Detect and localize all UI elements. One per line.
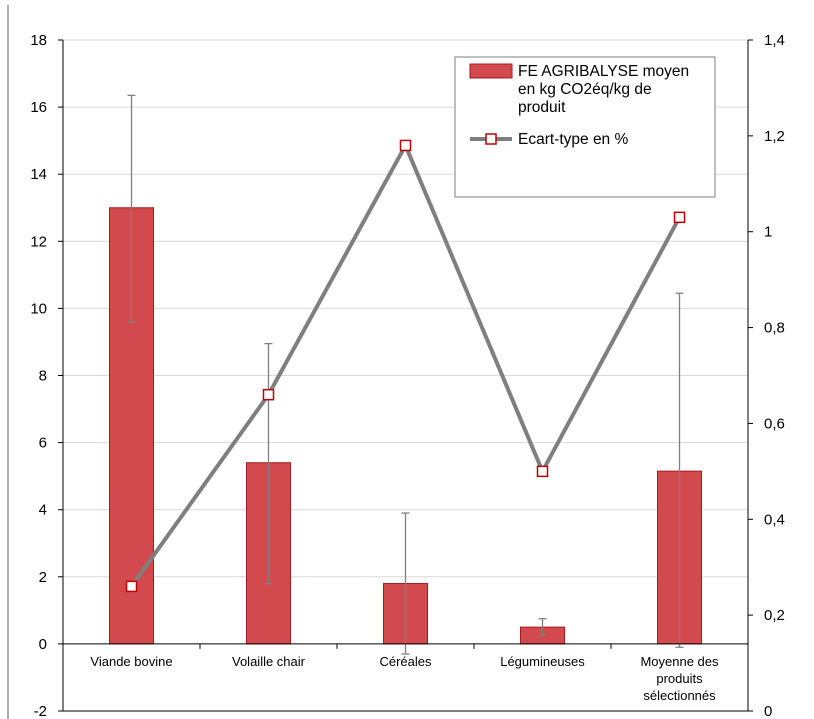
- legend-swatch-bar: [469, 63, 513, 79]
- left-tick-label: 18: [30, 32, 47, 49]
- left-tick-label: -2: [34, 703, 47, 719]
- right-tick-label: 0,6: [764, 415, 785, 432]
- legend-label-bar: en kg CO2éq/kg de: [518, 81, 652, 98]
- legend-label-bar: produit: [518, 99, 566, 116]
- category-label: Moyenne des: [640, 654, 719, 669]
- line-marker: [399, 139, 412, 152]
- left-tick-label: 14: [30, 166, 47, 183]
- error-bars: [127, 94, 684, 655]
- category-label: sélectionnés: [643, 688, 716, 703]
- line-marker: [536, 465, 549, 478]
- category-label: produits: [656, 671, 703, 686]
- left-tick-label: 12: [30, 233, 47, 250]
- line-marker: [262, 388, 275, 401]
- gridlines: [63, 39, 748, 578]
- right-tick-label: 1,2: [764, 128, 785, 145]
- category-label: Volaille chair: [232, 654, 306, 669]
- legend-label-bar: FE AGRIBALYSE moyen: [518, 63, 689, 80]
- left-tick-label: 10: [30, 300, 47, 317]
- line-series: [125, 139, 686, 593]
- legend-label-line: Ecart-type en %: [518, 131, 628, 148]
- right-tick-label: 0,2: [764, 607, 785, 624]
- category-label: Viande bovine: [90, 654, 172, 669]
- right-tick-label: 0,4: [764, 511, 785, 528]
- left-tick-label: 16: [30, 99, 47, 116]
- line-marker: [125, 580, 138, 593]
- left-tick-label: 4: [39, 502, 47, 519]
- line-marker: [673, 211, 686, 224]
- left-tick-label: 6: [39, 435, 47, 452]
- right-tick-label: 1,4: [764, 32, 785, 49]
- category-label: Céréales: [379, 654, 432, 669]
- legend-swatch-marker: [485, 133, 497, 145]
- left-tick-label: 2: [39, 569, 47, 586]
- legend-box: [454, 56, 716, 198]
- category-label: Légumineuses: [500, 654, 585, 669]
- left-tick-label: 8: [39, 368, 47, 385]
- right-tick-label: 0,8: [764, 320, 785, 337]
- left-tick-label: 0: [39, 636, 47, 653]
- right-tick-label: 1: [764, 224, 772, 241]
- right-tick-label: 0: [764, 703, 772, 719]
- axes: -2 0 2 4 6 8 10 12 14 16 18 0 0,2 0,4 0,6 0,8 1 1,2 1,4 Via…: [30, 32, 785, 719]
